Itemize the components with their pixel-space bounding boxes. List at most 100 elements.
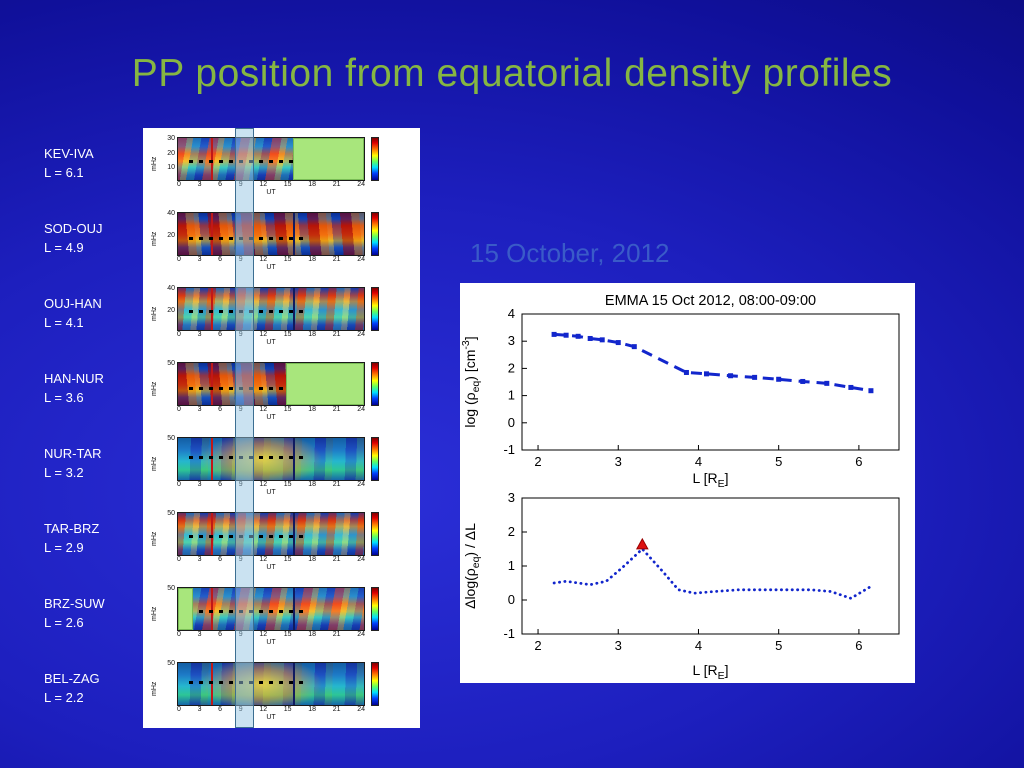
spectrogram-y-tick: 40 xyxy=(167,209,175,217)
spectrogram-plot-area: 03691215182124UT xyxy=(177,287,365,353)
spectrogram-y-ticks: 30 20 10 xyxy=(160,134,175,181)
data-gap-region xyxy=(285,363,364,405)
spectrogram-image xyxy=(177,362,365,406)
spectrogram-x-tick: 24 xyxy=(357,181,365,188)
x-tick-label: 5 xyxy=(775,638,782,653)
data-point-marker xyxy=(615,340,621,346)
chart-panel: 2 3 4 5 6 -1 0 1 2 3 4 EMMA 15 Oct 2012, 08:00-09:0… xyxy=(460,283,915,683)
spectrogram-y-ticks: 50 xyxy=(160,660,175,706)
station-pair-lvalue: L = 2.2 xyxy=(44,689,84,705)
spectrogram-x-tick: 15 xyxy=(283,556,292,563)
station-pair-label: NUR-TAR L = 3.2 xyxy=(44,428,140,503)
spectrogram-x-tick: 15 xyxy=(283,256,292,263)
spectrogram-x-axis-label: UT xyxy=(266,264,276,272)
event-line-red xyxy=(211,363,214,405)
spectrogram-row: mHz30201003691215182124UT xyxy=(143,128,420,203)
spectrogram-x-tick: 21 xyxy=(332,481,341,488)
event-line-dark xyxy=(293,288,296,330)
spectrogram-plot-area: 03691215182124UT xyxy=(177,437,365,503)
spectrogram-row: mHz5003691215182124UT xyxy=(143,428,420,503)
spectrogram-plot-area: 03691215182124UT xyxy=(177,587,365,653)
station-pair-name: HAN-NUR xyxy=(44,371,104,386)
spectrogram-x-axis-label: UT xyxy=(266,639,276,647)
x-tick-label: 3 xyxy=(615,454,622,469)
spectrogram-y-axis: mHz 50 xyxy=(149,660,177,706)
spectrogram-x-tick: 3 xyxy=(197,181,202,188)
spectrogram-x-tick: 15 xyxy=(283,631,292,638)
spectrogram-y-tick: 40 xyxy=(167,284,175,292)
spectrogram-x-tick: 12 xyxy=(259,331,268,338)
spectrogram-y-tick: 50 xyxy=(167,584,175,592)
spectrogram-image xyxy=(177,662,365,706)
y-tick-label: 0 xyxy=(508,415,515,430)
spectrogram-x-ticks: 03691215182124 xyxy=(177,481,365,489)
spectrogram-y-ticks: 40 20 xyxy=(160,209,175,256)
spectrogram-x-tick: 18 xyxy=(308,481,317,488)
spectrogram-x-axis-label: UT xyxy=(266,714,276,722)
spectrogram-y-axis: mHz 50 xyxy=(149,360,177,406)
spectrogram-row: mHz5003691215182124UT xyxy=(143,578,420,653)
density-profile-chart: 2 3 4 5 6 -1 0 1 2 3 4 EMMA 15 Oct 2012, 08:00-09:0… xyxy=(460,293,900,488)
data-series-line xyxy=(552,547,873,600)
x-tick-label: 4 xyxy=(695,638,702,653)
spectrogram-x-tick: 24 xyxy=(357,406,365,413)
colorbar xyxy=(371,287,379,331)
spectrogram-x-tick: 15 xyxy=(283,481,292,488)
spectrogram-y-ticks: 50 xyxy=(160,434,175,481)
plot-box xyxy=(521,313,900,451)
spectrogram-row: mHz5003691215182124UT xyxy=(143,653,420,728)
y-tick-label: -1 xyxy=(503,626,515,641)
spectrogram-row: mHz402003691215182124UT xyxy=(143,278,420,353)
spectrogram-x-tick: 6 xyxy=(218,481,223,488)
spectrogram-y-tick: 30 xyxy=(167,134,175,142)
spectrogram-x-tick: 12 xyxy=(259,481,268,488)
spectrogram-y-ticks: 50 xyxy=(160,584,175,631)
data-series-line xyxy=(553,332,872,393)
x-tick-label: 2 xyxy=(534,454,541,469)
data-point-marker xyxy=(703,371,709,377)
event-line-dark xyxy=(293,513,296,555)
event-line-red xyxy=(211,213,214,255)
colorbar xyxy=(371,512,379,556)
data-point-marker xyxy=(683,369,689,375)
event-line-dark xyxy=(293,588,296,630)
station-pair-lvalue: L = 6.1 xyxy=(44,164,84,180)
slide-title: PP position from equatorial density prof… xyxy=(131,52,893,95)
spectrogram-image xyxy=(177,437,365,481)
x-tick-label: 4 xyxy=(695,454,702,469)
spectrogram-image xyxy=(177,212,365,256)
date-label: 15 October, 2012 xyxy=(470,238,670,268)
event-line-red xyxy=(211,588,214,630)
spectrogram-x-tick: 18 xyxy=(308,256,317,263)
spectrogram-x-tick: 24 xyxy=(357,556,365,563)
spectrogram-y-axis-label: mHz xyxy=(151,231,158,246)
station-pair-name: TAR-BRZ xyxy=(44,521,100,536)
colorbar xyxy=(371,362,379,406)
spectrogram-x-tick: 3 xyxy=(197,706,202,713)
spectrogram-y-tick: 50 xyxy=(167,434,175,442)
spectrogram-y-tick: 20 xyxy=(167,231,175,239)
y-tick-label: 0 xyxy=(508,592,515,607)
spectrogram-y-ticks: 50 xyxy=(160,510,175,556)
spectrogram-x-tick: 6 xyxy=(218,331,223,338)
spectrogram-x-tick: 3 xyxy=(197,406,202,413)
x-axis-label: L [RE] xyxy=(692,470,728,488)
spectrogram-x-tick: 21 xyxy=(332,331,341,338)
spectrogram-x-tick: 24 xyxy=(357,631,365,638)
station-pair-lvalue: L = 2.9 xyxy=(44,539,84,555)
spectrogram-x-axis-label: UT xyxy=(266,339,276,347)
station-pair-label: OUJ-HAN L = 4.1 xyxy=(44,278,140,353)
y-axis-label: Δlog(ρeq) / ΔL xyxy=(462,523,482,609)
station-pair-name: NUR-TAR xyxy=(44,446,102,461)
spectrogram-image xyxy=(177,587,365,631)
spectrogram-y-axis: mHz 40 20 xyxy=(149,209,177,256)
spectrogram-x-tick: 18 xyxy=(308,181,317,188)
x-tick-label: 5 xyxy=(775,454,782,469)
data-point-marker xyxy=(752,374,758,380)
spectrogram-x-ticks: 03691215182124 xyxy=(177,631,365,639)
station-pair-lvalue: L = 3.6 xyxy=(44,389,84,405)
spectrogram-x-ticks: 03691215182124 xyxy=(177,331,365,339)
y-tick-label: 3 xyxy=(508,490,515,505)
event-line-dark xyxy=(293,213,296,255)
spectrogram-x-tick: 21 xyxy=(332,406,341,413)
